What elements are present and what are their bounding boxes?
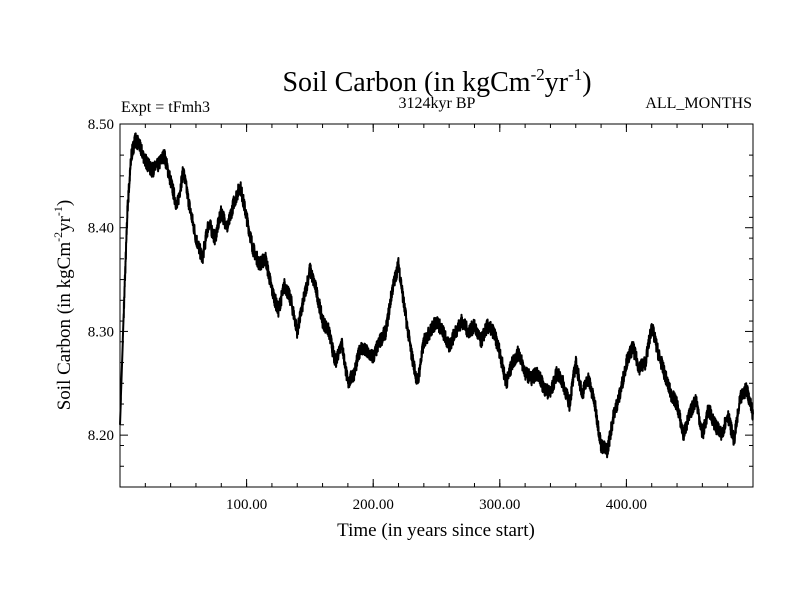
series-line bbox=[119, 132, 754, 459]
y-axis-label: Soil Carbon (in kgCm-2yr-1) bbox=[51, 200, 75, 411]
period-label: 3124kyr BP bbox=[399, 95, 476, 112]
plot-frame bbox=[119, 123, 754, 488]
y-tick-label: 8.50 bbox=[88, 117, 114, 133]
x-axis-label: Time (in years since start) bbox=[337, 520, 535, 541]
experiment-label: Expt = tFmh3 bbox=[121, 99, 210, 116]
chart-title: Soil Carbon (in kgCm-2yr-1) bbox=[282, 65, 591, 98]
x-tick-labels: 100.00 200.00 300.00 400.00 bbox=[226, 497, 647, 513]
y-tick-labels: 8.20 8.30 8.40 8.50 bbox=[88, 117, 114, 444]
y-tick-label: 8.30 bbox=[88, 324, 114, 340]
x-tick-label: 300.00 bbox=[479, 497, 520, 513]
y-tick-label: 8.20 bbox=[88, 428, 114, 444]
x-tick-label: 200.00 bbox=[353, 497, 394, 513]
axis-ticks bbox=[120, 123, 753, 487]
x-tick-label: 400.00 bbox=[606, 497, 647, 513]
months-label: ALL_MONTHS bbox=[645, 95, 752, 112]
x-tick-label: 100.00 bbox=[226, 497, 267, 513]
y-tick-label: 8.40 bbox=[88, 221, 114, 237]
